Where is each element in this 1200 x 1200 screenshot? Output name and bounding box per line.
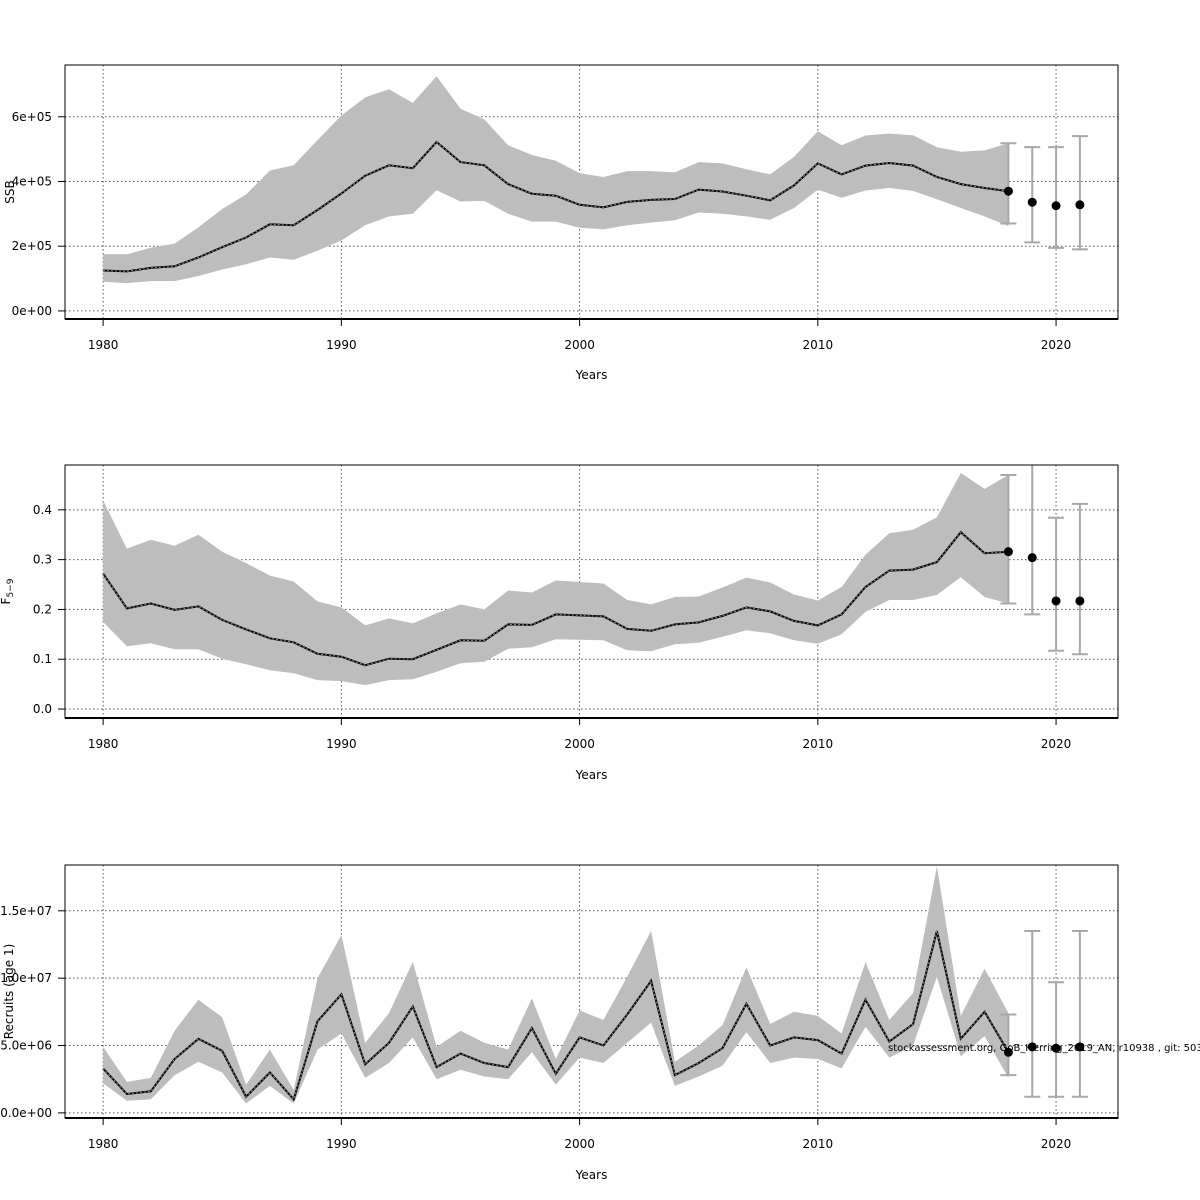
forecast-point [1027,553,1037,563]
y-tick-label: 0e+00 [12,304,52,318]
y-tick-label: 2e+05 [12,239,52,253]
estimate-line-dots [102,531,1009,666]
y-tick-label: 1.0e+07 [0,971,52,985]
estimate-line [103,140,1009,273]
x-tick-label: 1990 [326,1137,357,1151]
mask-top [65,405,1159,465]
x-tick-label: 2010 [803,338,834,352]
watermark-text: stockassessment.org, GoB_Herring_2019_AN… [888,1043,1200,1054]
confidence-band [103,473,1009,686]
plot-frame [64,864,1119,1119]
y-tick-label: 0.4 [33,503,52,517]
x-tick-label: 1990 [326,737,357,751]
forecast-point [1003,1047,1013,1057]
x-tick-label: 2000 [564,1137,595,1151]
forecast-point [1027,1042,1037,1052]
x-tick-label: 1980 [88,737,119,751]
y-tick-label: 0.1 [33,652,52,666]
estimate-line-dots [102,930,1009,1101]
x-tick-label: 2020 [1041,737,1072,751]
x-tick-label: 2010 [803,1137,834,1151]
forecast-point [1075,1042,1085,1052]
forecast-point [1051,596,1061,606]
panel-1: 1980 1990 2000 2010 2020 0e+00 2e+05 4e+05 6e+05… [3,5,1159,382]
mask-top [65,5,1159,65]
forecast-point [1051,201,1061,211]
y-tick-label: 6e+05 [12,110,52,124]
forecast-point [1027,197,1037,207]
x-tick-label: 2010 [803,737,834,751]
y-tick-label: 0.0e+00 [0,1106,52,1120]
forecast-point [1003,186,1013,196]
confidence-band [103,76,1009,284]
x-axis-title: Years [575,368,608,382]
y-axis-title-subscript: 5−9 [6,578,16,597]
y-tick-label: 0.3 [33,553,52,567]
panel-2: 1980 1990 2000 2010 2020 0.0 0.1 0.2 0.3 0.4 Years… [0,405,1159,782]
x-tick-label: 1980 [88,338,119,352]
x-axis-title: Years [575,768,608,782]
x-tick-label: 2000 [564,737,595,751]
y-tick-label: 1.5e+07 [0,904,52,918]
y-tick-label: 4e+05 [12,174,52,188]
y-tick-label: 5.0e+06 [0,1039,52,1053]
y-tick-label: 0.2 [33,602,52,616]
confidence-band [103,866,1009,1104]
y-tick-label: 0.0 [33,702,52,716]
y-axis-title: SSB [3,180,17,203]
y-axis-title: F5−9 [0,578,16,604]
x-tick-label: 2020 [1041,1137,1072,1151]
forecast-point [1075,596,1085,606]
forecast-point [1075,200,1085,210]
panel-3: 1980 1990 2000 2010 2020 0.0e+00 5.0e+06 1.0e+0… [0,805,1159,1182]
x-tick-label: 1980 [88,1137,119,1151]
x-tick-label: 2020 [1041,338,1072,352]
x-axis-title: Years [575,1168,608,1182]
x-tick-label: 1990 [326,338,357,352]
y-axis-title-main: F [0,597,13,604]
y-axis-title: Recruits (age 1) [2,944,16,1040]
x-tick-label: 2000 [564,338,595,352]
forecast-point [1051,1043,1061,1053]
forecast-point [1003,547,1013,557]
mask-top [65,805,1159,865]
